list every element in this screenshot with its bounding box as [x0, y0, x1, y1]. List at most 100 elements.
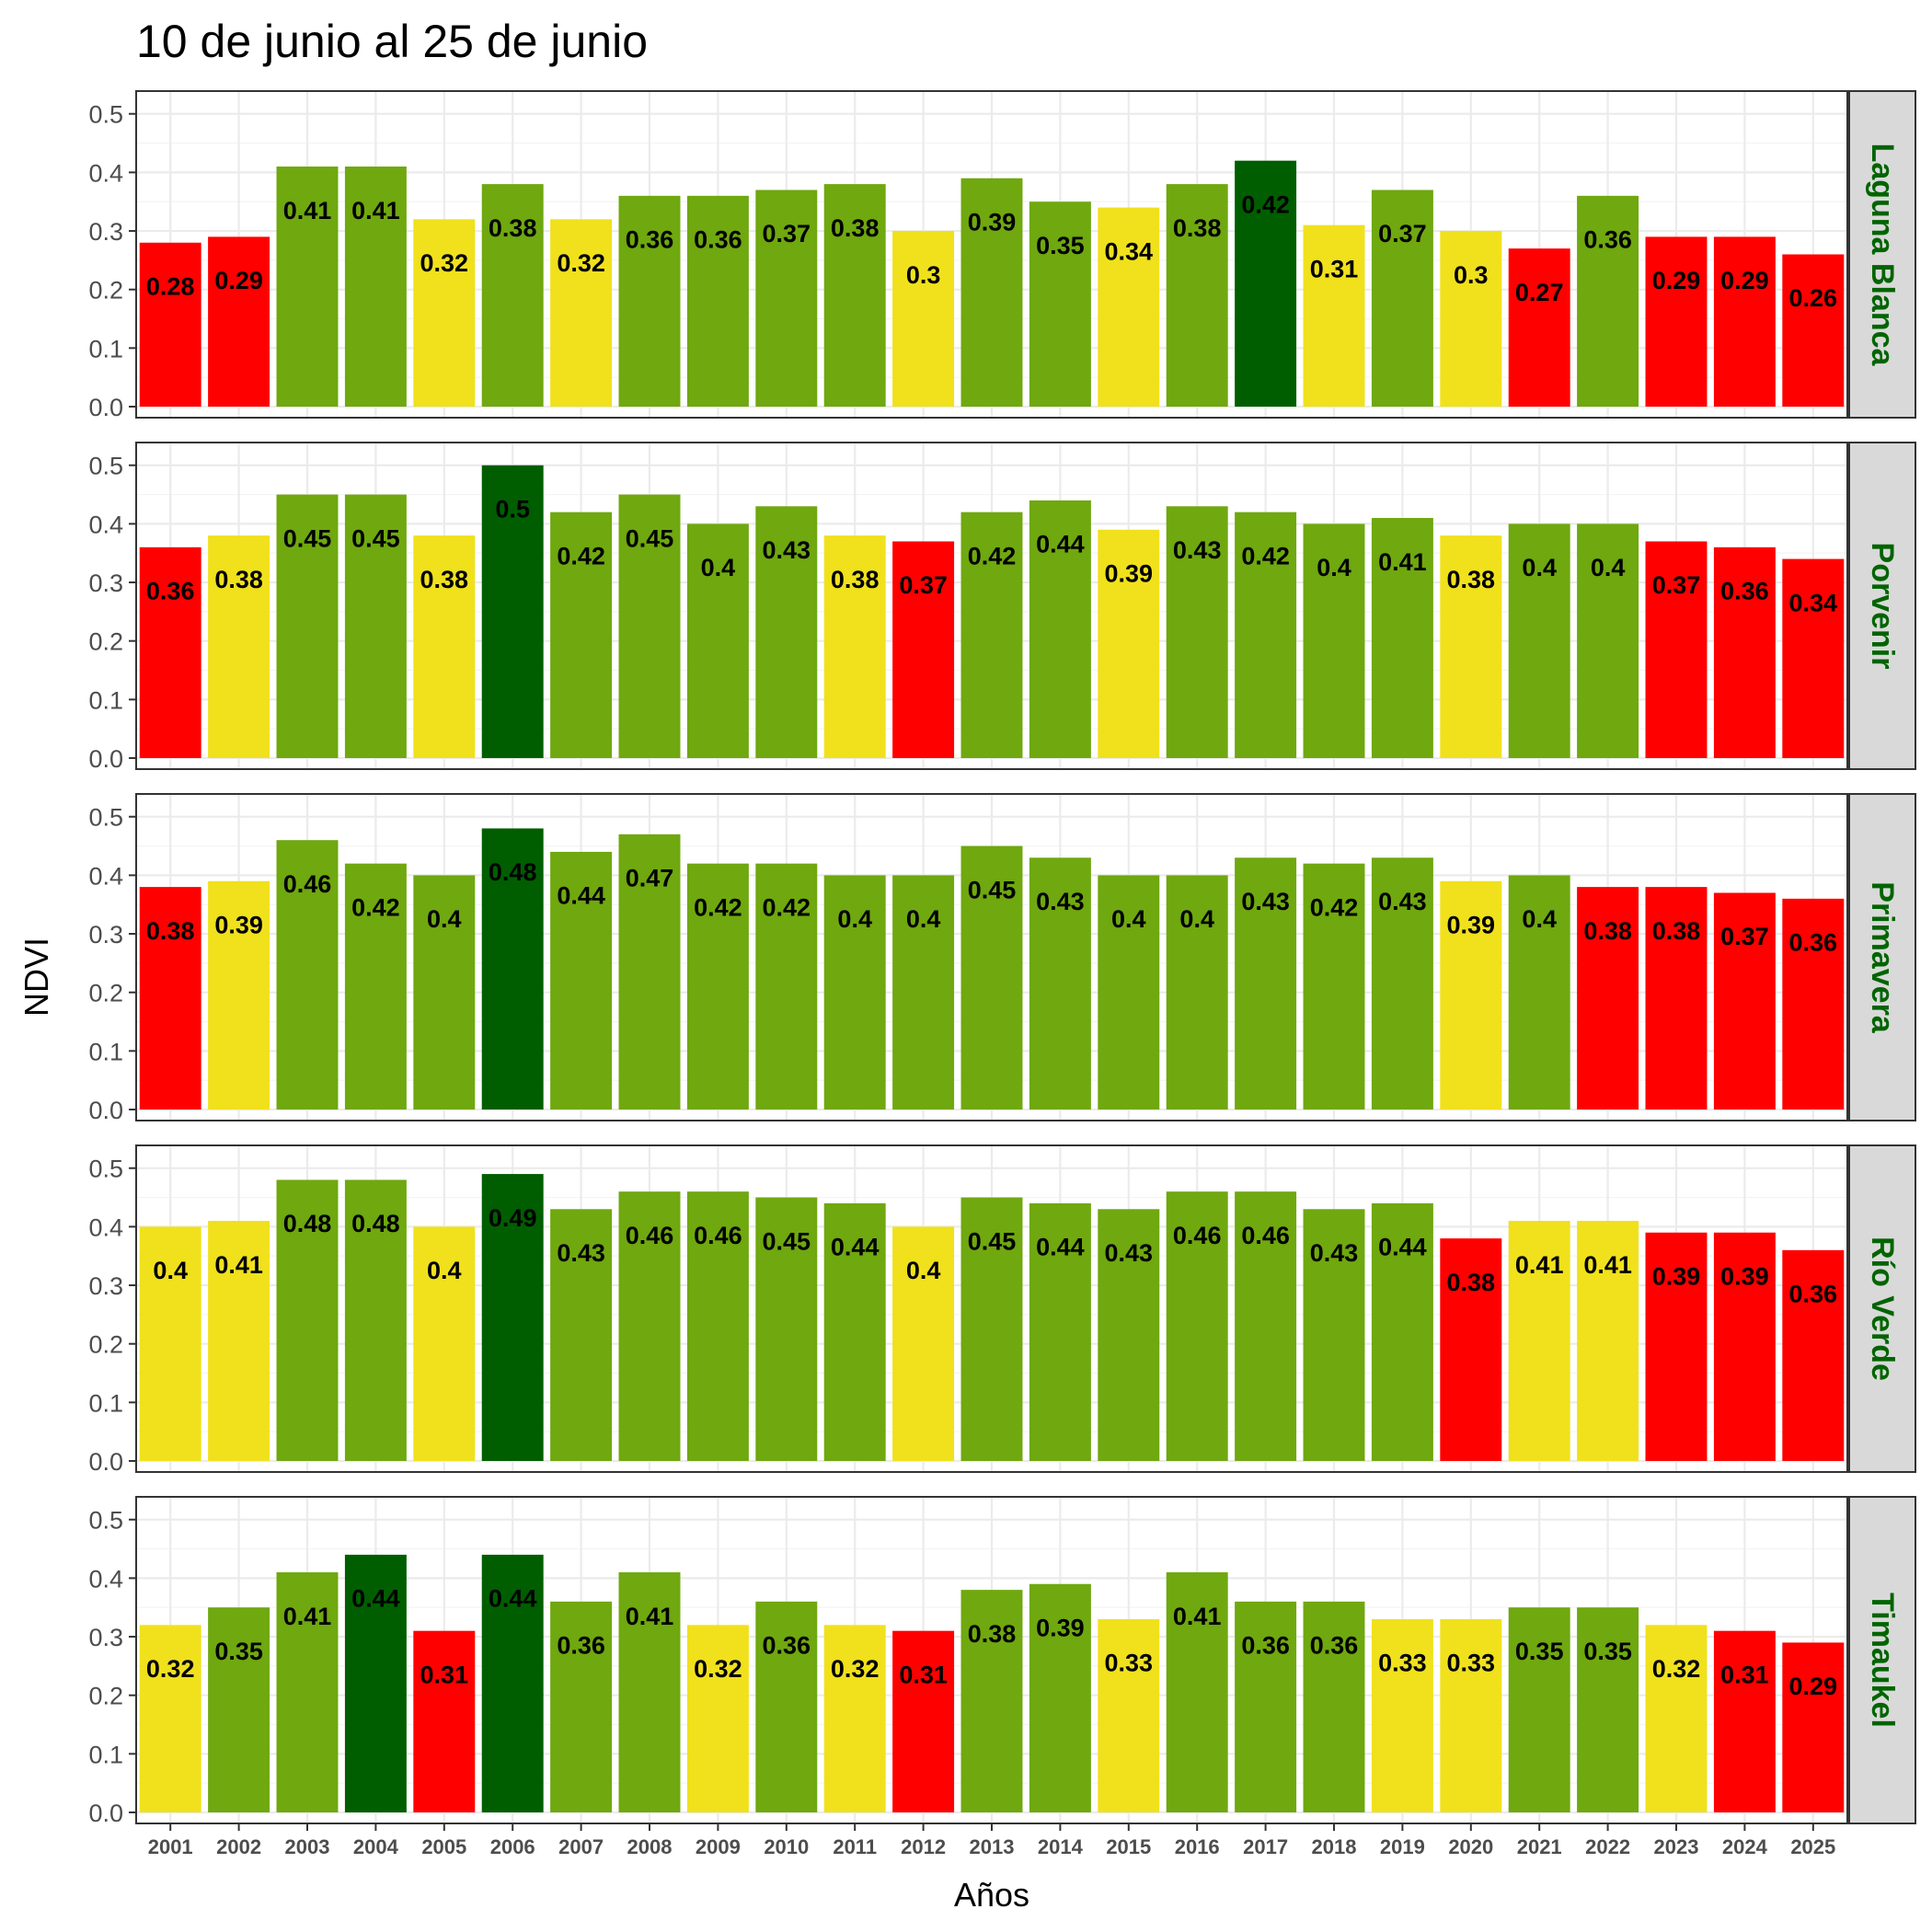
bar [1508, 1221, 1570, 1461]
strip-label: Río Verde [1865, 1236, 1900, 1381]
bar [618, 195, 681, 407]
bar [1713, 1232, 1776, 1461]
bar [1098, 875, 1160, 1110]
bar-value-label: 0.36 [1310, 1632, 1359, 1660]
bar-value-label: 0.47 [626, 865, 674, 892]
bar [1303, 523, 1365, 758]
bar [139, 1226, 201, 1461]
bar [276, 167, 339, 407]
bar-value-label: 0.36 [763, 1632, 811, 1660]
bar-value-label: 0.43 [1173, 536, 1222, 564]
bar [1645, 1232, 1708, 1461]
bar-value-label: 0.35 [214, 1638, 263, 1665]
bar [276, 1179, 339, 1461]
panel-border [135, 1144, 1848, 1473]
bar [686, 863, 749, 1110]
strip-background [1848, 1496, 1916, 1824]
bar [686, 1625, 749, 1812]
bar-value-label: 0.3 [1454, 261, 1489, 289]
x-tick-label: 2007 [558, 1835, 604, 1858]
bar-value-label: 0.38 [214, 566, 263, 593]
y-tick-label: 0.2 [88, 628, 123, 656]
bar [1645, 887, 1708, 1110]
bar-value-label: 0.43 [1036, 888, 1085, 915]
bar-value-label: 0.36 [1241, 1632, 1290, 1660]
bar-value-label: 0.41 [1583, 1251, 1632, 1279]
x-axis-ticks: 2001 2002 2003 2004 2005 2006 2007 2008 2009 2010… [148, 1823, 1835, 1858]
bar [1713, 546, 1776, 758]
x-tick-label: 2018 [1312, 1835, 1357, 1858]
x-tick-label: 2008 [627, 1835, 673, 1858]
bar-value-label: 0.31 [899, 1661, 948, 1688]
bar [1440, 535, 1502, 758]
bar [1577, 1221, 1639, 1461]
bar-value-label: 0.49 [489, 1204, 537, 1232]
y-tick-label: 0.0 [88, 1448, 123, 1476]
bar [276, 494, 339, 758]
bar-value-label: 0.38 [1652, 917, 1701, 945]
x-tick-label: 2004 [353, 1835, 399, 1858]
bar [1645, 541, 1708, 758]
bar [1782, 558, 1845, 758]
bar-value-label: 0.39 [1652, 1262, 1701, 1290]
bar-value-label: 0.44 [557, 882, 605, 910]
x-tick-label: 2020 [1448, 1835, 1493, 1858]
bar [1235, 512, 1297, 758]
bar-value-label: 0.31 [1310, 255, 1359, 282]
panel-bars [139, 828, 1845, 1110]
y-tick-label: 0.3 [88, 921, 123, 949]
bar-value-label: 0.38 [1583, 917, 1632, 945]
bar [1166, 1191, 1228, 1461]
bar [550, 1209, 613, 1461]
bar [1645, 1625, 1708, 1812]
bar [344, 1554, 407, 1812]
strip-label: Timaukel [1865, 1593, 1900, 1728]
bar-value-label: 0.36 [1583, 226, 1632, 254]
bar-value-label: 0.39 [1036, 1614, 1085, 1641]
bar [1303, 1209, 1365, 1461]
bar-value-label: 0.45 [351, 524, 400, 552]
bar [1235, 857, 1297, 1110]
bar [1713, 236, 1776, 407]
bar [1713, 1630, 1776, 1812]
bar [1166, 1572, 1228, 1812]
y-axis-title: NDVI [17, 937, 55, 1017]
y-tick-label: 0.4 [88, 1565, 123, 1593]
bar [1782, 1249, 1845, 1461]
bar [1371, 518, 1433, 758]
x-tick-label: 2025 [1790, 1835, 1835, 1858]
bar [1645, 236, 1708, 407]
bar [1440, 1618, 1502, 1812]
bar [1577, 887, 1639, 1110]
bar-value-label: 0.36 [1789, 1281, 1838, 1308]
strip-background [1848, 90, 1916, 419]
facet-strip: Timaukel [1848, 1496, 1916, 1824]
bar [1577, 195, 1639, 407]
y-tick-label: 0.5 [88, 453, 123, 480]
bar [276, 840, 339, 1110]
bar [892, 1630, 955, 1812]
bar-value-label: 0.4 [427, 905, 462, 933]
y-tick-label: 0.5 [88, 1507, 123, 1535]
bar [1029, 1583, 1091, 1812]
bar-value-label: 0.4 [153, 1257, 188, 1284]
bar-value-label: 0.37 [1652, 571, 1701, 599]
bar-value-label: 0.38 [489, 214, 537, 242]
bar [208, 535, 270, 758]
bar [755, 190, 818, 407]
bar [960, 1197, 1023, 1461]
y-tick-label: 0.3 [88, 218, 123, 246]
x-tick-label: 2019 [1380, 1835, 1425, 1858]
facet-panel: 0.28 0.29 0.41 0.41 0.32 0.38 0.32 0.36 0.36 0.37… [88, 90, 1916, 421]
x-tick-label: 2002 [216, 1835, 261, 1858]
bar [139, 1625, 201, 1812]
panel-bars [139, 1554, 1845, 1812]
facet-strip: Porvenir [1848, 442, 1916, 770]
bar [1440, 231, 1502, 407]
bar-value-label: 0.44 [351, 1585, 400, 1613]
bar [686, 1191, 749, 1461]
panel-value-labels: 0.38 0.39 0.46 0.42 0.4 0.48 0.44 0.47 0.42 0.42 0… [146, 858, 1837, 956]
y-tick-label: 0.2 [88, 980, 123, 1007]
x-tick-label: 2022 [1585, 1835, 1630, 1858]
